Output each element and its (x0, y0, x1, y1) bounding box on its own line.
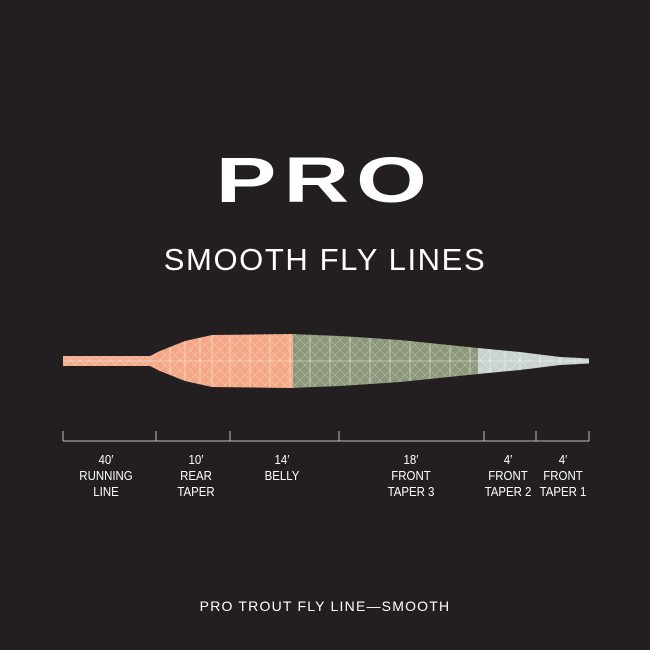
segment-name-line1: BELLY (264, 468, 300, 483)
segment-name-line1: RUNNING (79, 468, 133, 483)
segment-label: 40′ RUNNING LINE (79, 452, 132, 500)
pro-logo-text: PRO (215, 144, 435, 216)
segment-label: 4′ FRONT TAPER 1 (540, 452, 587, 500)
segment-label: 10′ REAR TAPER (177, 452, 214, 500)
pro-logo: PRO (0, 140, 650, 220)
segment-name-line2: TAPER 3 (387, 484, 435, 499)
segment-name-line2: TAPER 1 (539, 484, 587, 499)
footer-caption: PRO TROUT FLY LINE—SMOOTH (199, 598, 451, 614)
segment-name-line1: FRONT (391, 468, 431, 483)
segment-name-line2: TAPER (177, 484, 215, 499)
subtitle: SMOOTH FLY LINES (163, 242, 487, 277)
segment-length: 18′ (403, 452, 419, 467)
segment-length: 10′ (188, 452, 204, 467)
segment-length: 4′ (558, 452, 568, 467)
segment-name-line2: TAPER 2 (484, 484, 532, 499)
segment-length: 4′ (503, 452, 513, 467)
segment-name-line1: FRONT (488, 468, 528, 483)
segment-name-line1: FRONT (543, 468, 583, 483)
segment-length: 14′ (274, 452, 290, 467)
segment-length: 40′ (98, 452, 114, 467)
segment-name-line1: REAR (180, 468, 212, 483)
segment-name-line2: LINE (93, 484, 119, 499)
segment-label: 18′ FRONT TAPER 3 (388, 452, 435, 500)
segment-label: 14′ BELLY (265, 452, 300, 484)
fly-line-body (63, 334, 589, 388)
length-axis (62, 431, 590, 442)
segment-label: 4′ FRONT TAPER 2 (485, 452, 532, 500)
